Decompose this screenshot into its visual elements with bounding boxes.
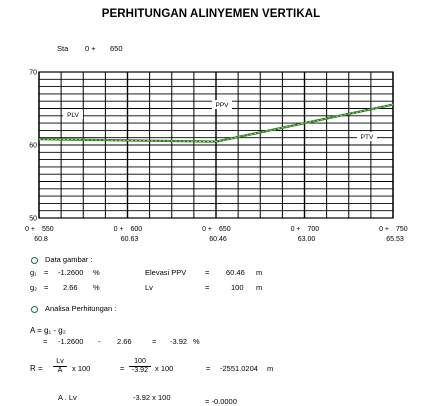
x-tick-station: 0 + xyxy=(202,226,212,233)
x-tick-station: 0 + xyxy=(114,226,124,233)
g2-equals: = xyxy=(44,283,49,292)
x-tick-number: 750 xyxy=(396,226,408,233)
r-fraction-2: 100 -3.92 xyxy=(129,358,151,375)
g2-symbol: g₂ xyxy=(30,283,38,292)
bullet-icon xyxy=(31,257,38,264)
r-result: -2551.0204 xyxy=(220,364,258,373)
x-tick-elevation: 60.46 xyxy=(209,236,227,243)
chart-point-labels: PLV PPV PTV xyxy=(63,100,377,141)
y-tick-label: 70 xyxy=(29,70,37,77)
chart-axis-frame xyxy=(38,71,394,219)
a-calc-g1: -1.2600 xyxy=(58,337,84,346)
r-times-2: x 100 xyxy=(155,364,174,373)
r-fraction-2-denominator: -3.92 xyxy=(132,367,148,374)
label-ppv-bg xyxy=(212,100,232,109)
label-plv: PLV xyxy=(67,112,79,119)
r-times: x 100 xyxy=(72,364,91,373)
x-tick-station: 0 + xyxy=(291,226,301,233)
r-equals-2: = xyxy=(120,364,125,373)
sta-number: 650 xyxy=(110,44,123,53)
g1-unit: % xyxy=(93,268,100,277)
g1-symbol: g₁ xyxy=(30,268,37,277)
r-fraction-2-numerator: 100 xyxy=(129,358,151,367)
a-calc-unit: % xyxy=(193,337,200,346)
bullet-icon xyxy=(31,306,38,313)
ppv-label: Elevasi PPV xyxy=(145,268,187,277)
analisa-heading: Analisa Perhitungan : xyxy=(45,304,117,313)
label-plv-bg xyxy=(63,110,83,119)
r-prefix: R = xyxy=(30,364,43,373)
chart-x-tick-labels: 0 + 550 60.8 0 + 600 60.63 0 + 650 60.46 0 + 700 63… xyxy=(25,226,408,243)
x-tick-number: 600 xyxy=(131,226,143,233)
chart-series xyxy=(38,103,394,143)
lv-label: Lv xyxy=(145,283,153,292)
x-tick-number: 700 xyxy=(308,226,320,233)
ppv-equals: = xyxy=(205,268,210,277)
x-tick-station: 0 + xyxy=(379,226,389,233)
lv-value: 100 xyxy=(231,283,244,292)
elevation-line-dashed xyxy=(38,104,394,143)
label-ptv-bg xyxy=(357,132,377,141)
a-calc-g2: 2.66 xyxy=(117,337,132,346)
x-tick-elevation: 60.8 xyxy=(34,236,48,243)
r-fraction-denominator: A xyxy=(57,367,63,374)
chart-grid xyxy=(38,71,394,219)
page-title: PERHITUNGAN ALINYEMEN VERTIKAL xyxy=(101,8,321,20)
r-unit: m xyxy=(267,364,274,373)
y-tick-label: 50 xyxy=(29,216,37,223)
e-calc-result: = -0.0000 xyxy=(205,397,237,406)
x-tick-elevation: 60.63 xyxy=(121,236,139,243)
x-tick-number: 550 xyxy=(42,226,54,233)
a-calc-result: -3.92 xyxy=(170,337,188,346)
data-gambar-heading: Data gambar : xyxy=(45,255,93,264)
sta-prefix: 0 + xyxy=(85,44,96,53)
label-ppv: PPV xyxy=(215,102,229,109)
sta-label: Sta xyxy=(57,44,69,53)
x-tick-station: 0 + xyxy=(25,226,35,233)
plot-frame xyxy=(38,71,394,219)
e-formula-numerator: A . Lv xyxy=(58,393,77,402)
y-tick-label: 60 xyxy=(29,143,37,150)
g2-value: 2.66 xyxy=(63,283,78,292)
g2-unit: % xyxy=(93,283,100,292)
label-ptv: PTV xyxy=(361,134,374,141)
a-calc-equals: = xyxy=(43,337,48,346)
r-fraction: Lv A xyxy=(53,358,67,375)
r-fraction-numerator: Lv xyxy=(53,358,67,367)
x-tick-number: 650 xyxy=(219,226,231,233)
ppv-unit: m xyxy=(256,268,263,277)
x-tick-elevation: 65.53 xyxy=(386,236,404,243)
g1-value: -1.2600 xyxy=(58,268,84,277)
a-formula: A = g₁ - g₂ xyxy=(30,326,66,335)
r-equals-3: = xyxy=(206,364,211,373)
e-calc-numerator: -3.92 x 100 xyxy=(133,393,171,402)
a-calc-minus: - xyxy=(98,337,101,346)
x-tick-elevation: 63.00 xyxy=(298,236,316,243)
a-calc-equals-2: = xyxy=(152,337,157,346)
ppv-value: 60.46 xyxy=(226,268,245,277)
lv-equals: = xyxy=(205,283,210,292)
g1-equals: = xyxy=(44,268,49,277)
lv-unit: m xyxy=(256,283,263,292)
chart-y-tick-labels: 70 60 50 xyxy=(29,70,37,223)
